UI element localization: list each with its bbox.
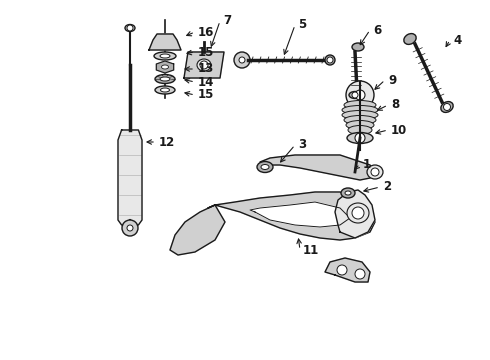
Text: 10: 10: [391, 123, 407, 136]
Ellipse shape: [341, 188, 355, 198]
Ellipse shape: [155, 75, 175, 84]
Ellipse shape: [367, 165, 383, 179]
Text: 16: 16: [198, 26, 215, 39]
Circle shape: [355, 269, 365, 279]
Circle shape: [371, 168, 379, 176]
Circle shape: [346, 81, 374, 109]
Text: 15: 15: [198, 89, 215, 102]
Circle shape: [355, 133, 365, 143]
Text: 9: 9: [388, 73, 396, 86]
Ellipse shape: [346, 121, 374, 130]
Circle shape: [239, 57, 245, 63]
Ellipse shape: [342, 111, 378, 120]
Ellipse shape: [344, 116, 376, 125]
Ellipse shape: [404, 33, 416, 44]
Polygon shape: [118, 130, 142, 225]
Ellipse shape: [352, 43, 364, 51]
Polygon shape: [260, 155, 375, 180]
Polygon shape: [156, 61, 173, 73]
Ellipse shape: [197, 59, 211, 71]
Ellipse shape: [325, 55, 335, 65]
Polygon shape: [335, 190, 375, 238]
Circle shape: [127, 25, 133, 31]
Circle shape: [355, 90, 365, 100]
Text: 5: 5: [298, 18, 306, 31]
Text: 4: 4: [453, 33, 461, 46]
Text: 13: 13: [198, 63, 214, 76]
Ellipse shape: [160, 54, 170, 58]
Ellipse shape: [345, 191, 351, 195]
Text: 1: 1: [363, 158, 371, 171]
Text: 2: 2: [383, 180, 391, 194]
Text: 8: 8: [391, 99, 399, 112]
Ellipse shape: [161, 88, 170, 92]
Text: 15: 15: [198, 45, 215, 58]
Circle shape: [122, 220, 138, 236]
Circle shape: [127, 225, 133, 231]
Circle shape: [337, 265, 347, 275]
Polygon shape: [250, 202, 350, 227]
Polygon shape: [325, 258, 370, 282]
Polygon shape: [184, 52, 224, 78]
Polygon shape: [208, 192, 375, 240]
Text: 11: 11: [303, 243, 319, 256]
Text: 7: 7: [223, 14, 231, 27]
Text: 12: 12: [159, 135, 175, 148]
Ellipse shape: [441, 102, 453, 112]
Ellipse shape: [154, 52, 176, 60]
Ellipse shape: [155, 86, 175, 94]
Ellipse shape: [347, 203, 369, 223]
Ellipse shape: [257, 162, 273, 172]
Circle shape: [352, 207, 364, 219]
Text: 14: 14: [198, 76, 215, 89]
Ellipse shape: [162, 65, 169, 69]
Ellipse shape: [125, 24, 135, 31]
Ellipse shape: [344, 100, 376, 109]
Circle shape: [352, 92, 358, 98]
Circle shape: [200, 61, 208, 69]
Circle shape: [443, 104, 450, 111]
Ellipse shape: [348, 126, 372, 135]
Text: 3: 3: [298, 139, 306, 152]
Ellipse shape: [160, 77, 170, 81]
Circle shape: [234, 52, 250, 68]
Ellipse shape: [261, 165, 269, 170]
Polygon shape: [170, 205, 225, 255]
Ellipse shape: [349, 91, 361, 99]
Ellipse shape: [347, 132, 373, 144]
Circle shape: [327, 57, 333, 63]
Text: 6: 6: [373, 23, 381, 36]
Polygon shape: [149, 34, 181, 50]
Ellipse shape: [342, 105, 378, 114]
